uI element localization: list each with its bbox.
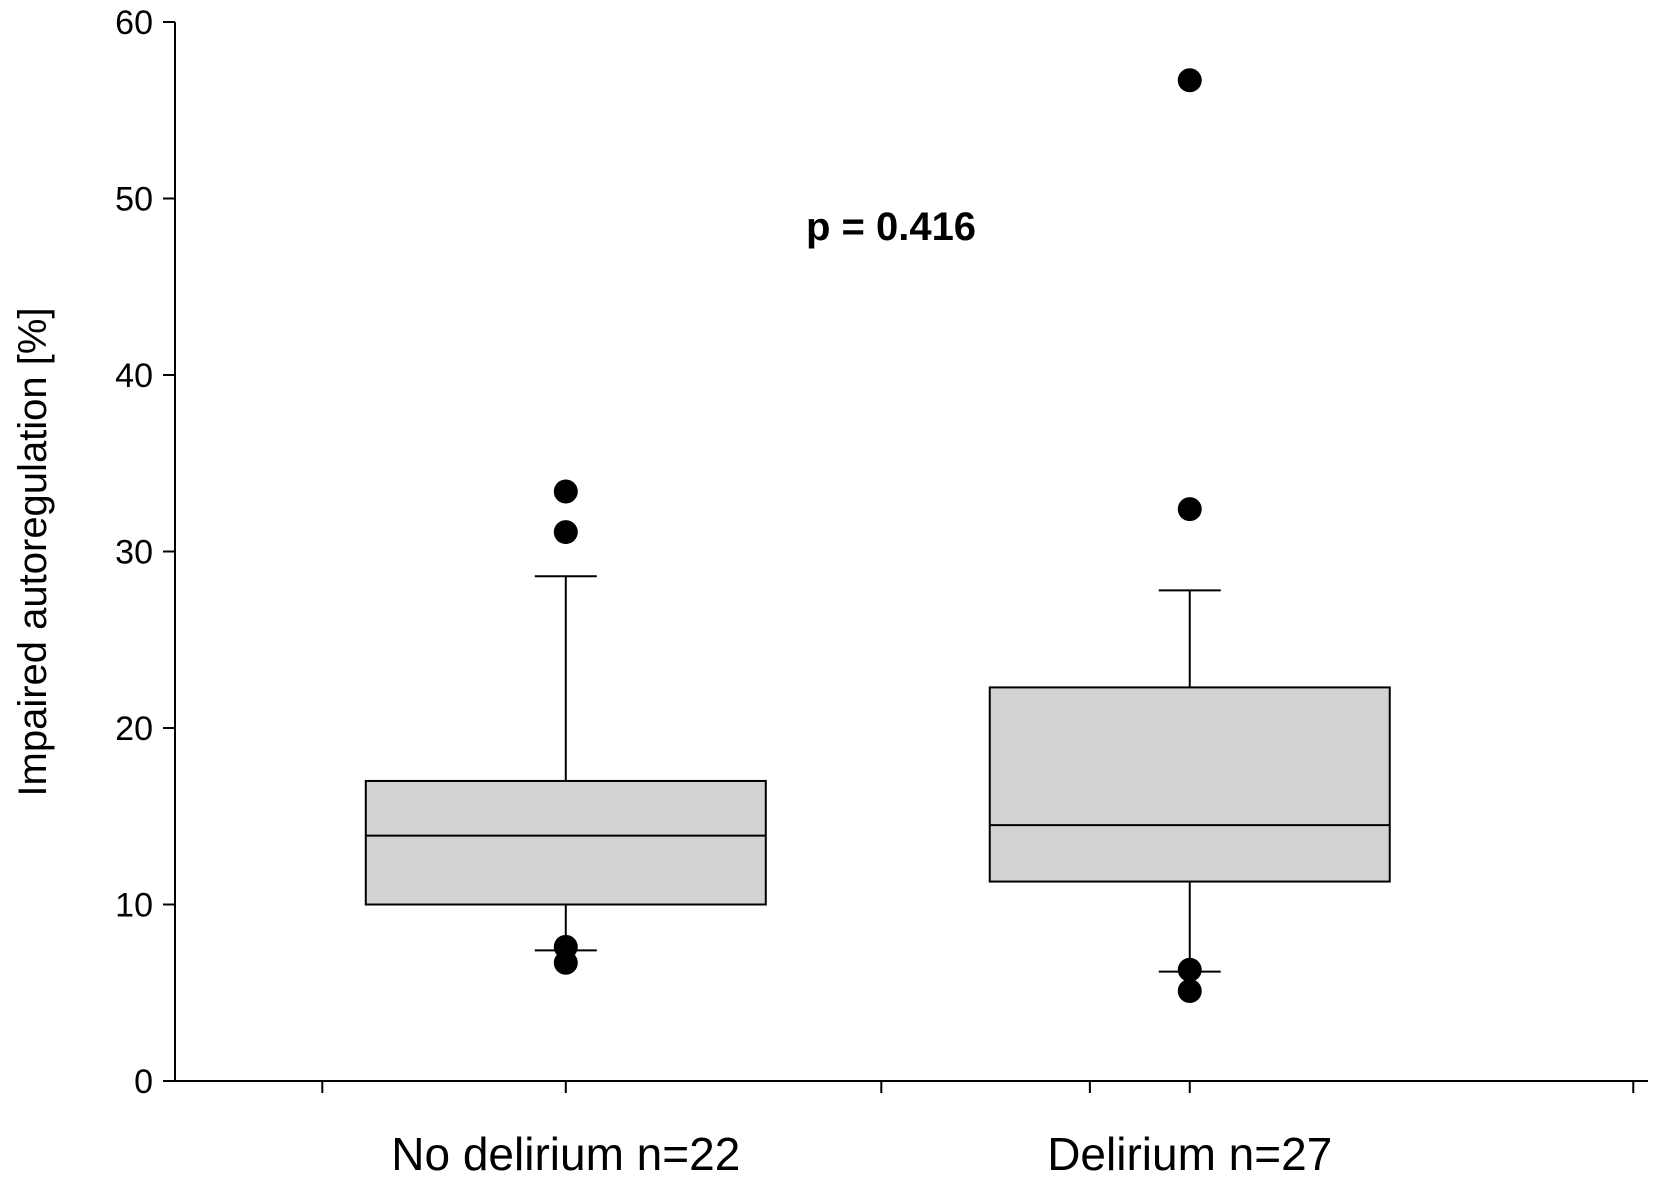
iqr-box	[364, 779, 767, 906]
outlier-point	[1177, 957, 1202, 982]
y-tick-label: 20	[115, 710, 153, 748]
boxes	[364, 68, 1391, 1003]
axes: 0 10 20 30 40 50 60 No delirium n=22 Delirium n=…	[115, 4, 1648, 1180]
y-axis-label: Impaired autoregulation [%]	[11, 307, 55, 796]
outlier-point	[1177, 978, 1202, 1003]
p-value-annotation: p = 0.416	[806, 205, 976, 249]
y-tick-label: 0	[134, 1063, 153, 1101]
box-group	[364, 479, 767, 975]
outlier-point	[1177, 68, 1202, 93]
box-group	[988, 68, 1391, 1003]
y-tick-label: 10	[115, 887, 153, 925]
outlier-point	[1177, 497, 1202, 522]
outlier-point	[553, 934, 578, 959]
y-tick-label: 50	[115, 181, 153, 219]
category-label: No delirium n=22	[391, 1128, 740, 1180]
category-label: Delirium n=27	[1047, 1128, 1332, 1180]
y-tick-label: 60	[115, 4, 153, 42]
y-tick-label: 40	[115, 357, 153, 395]
iqr-box	[988, 686, 1391, 883]
y-tick-label: 30	[115, 534, 153, 572]
outlier-point	[553, 520, 578, 545]
outlier-point	[553, 479, 578, 504]
